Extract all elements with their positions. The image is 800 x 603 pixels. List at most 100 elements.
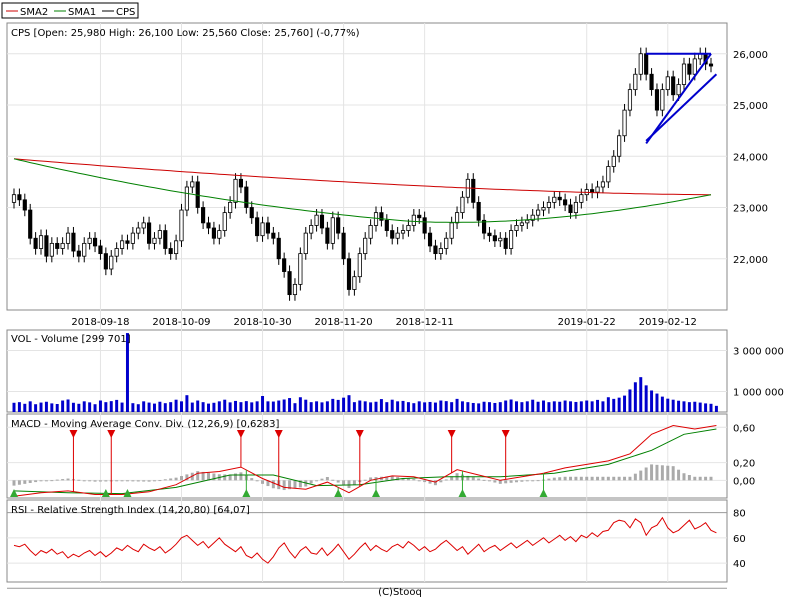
macd-histogram-bar bbox=[628, 476, 632, 481]
date-tick-label: 2018-10-30 bbox=[233, 317, 291, 328]
macd-marks bbox=[10, 424, 717, 497]
macd-histogram-bar bbox=[401, 478, 405, 481]
macd-histogram-bar bbox=[315, 480, 319, 482]
candle-body bbox=[687, 63, 692, 75]
macd-histogram-bar bbox=[201, 471, 205, 481]
sell-signal-marker bbox=[274, 430, 283, 438]
macd-histogram-bar bbox=[515, 480, 518, 483]
candle-body bbox=[282, 258, 287, 272]
macd-histogram-bar bbox=[633, 473, 637, 481]
volume-bar bbox=[93, 404, 97, 412]
macd-histogram-bar bbox=[433, 480, 437, 486]
volume-bar bbox=[655, 393, 659, 412]
volume-bar bbox=[239, 402, 243, 412]
candle-body bbox=[11, 194, 17, 203]
macd-histogram-bar bbox=[525, 480, 529, 482]
volume-tick-label: 3 000 000 bbox=[733, 347, 784, 358]
volume-bar bbox=[666, 398, 670, 412]
macd-tick-label: 0,20 bbox=[733, 459, 755, 470]
candle-body bbox=[671, 76, 676, 96]
candle-body bbox=[606, 166, 611, 183]
candle-body bbox=[622, 109, 627, 137]
volume-bar bbox=[417, 401, 421, 412]
rsi-marks bbox=[13, 516, 717, 564]
candle-body bbox=[55, 242, 60, 249]
macd-histogram-bar bbox=[471, 477, 475, 481]
macd-histogram-bar bbox=[660, 465, 664, 481]
volume-bar bbox=[98, 400, 102, 412]
macd-histogram-bar bbox=[180, 476, 183, 481]
macd-histogram-bar bbox=[623, 476, 627, 481]
macd-histogram-bar bbox=[12, 480, 16, 486]
buy-signal-marker bbox=[242, 489, 251, 497]
macd-histogram-bar bbox=[77, 479, 81, 481]
volume-bar bbox=[569, 401, 573, 412]
volume-bar bbox=[23, 403, 27, 412]
volume-bar bbox=[363, 401, 367, 412]
candle-body bbox=[184, 186, 189, 211]
candle-body bbox=[438, 248, 443, 255]
macd-histogram-bar bbox=[666, 465, 670, 481]
rsi-tick-label: 60 bbox=[733, 534, 746, 545]
candle-body bbox=[314, 214, 319, 226]
legend-cps-label: CPS bbox=[116, 7, 135, 18]
candle-body bbox=[600, 181, 606, 188]
candle-body bbox=[498, 237, 503, 242]
candle-body bbox=[179, 209, 184, 242]
macd-histogram-bar bbox=[612, 476, 616, 481]
macd-tick-label: 0,60 bbox=[733, 423, 755, 434]
candle-body bbox=[103, 253, 108, 270]
macd-histogram-bar bbox=[34, 480, 38, 483]
volume-bar bbox=[34, 404, 38, 412]
sell-signal-marker bbox=[69, 430, 78, 438]
macd-histogram-bar bbox=[596, 476, 600, 481]
macd-histogram-bar bbox=[207, 472, 210, 481]
volume-bar bbox=[261, 396, 265, 412]
macd-histogram-bar bbox=[169, 478, 173, 481]
candle-body bbox=[309, 225, 314, 234]
volume-bar bbox=[271, 401, 275, 412]
buy-signal-marker bbox=[458, 489, 467, 497]
candle-body bbox=[481, 219, 487, 234]
macd-line bbox=[13, 424, 717, 497]
macd-histogram-bar bbox=[250, 478, 254, 481]
volume-bar bbox=[358, 400, 362, 412]
candle-body bbox=[665, 76, 670, 91]
volume-bar bbox=[180, 401, 183, 412]
volume-bar bbox=[379, 399, 383, 412]
date-tick-label: 2018-12-11 bbox=[396, 317, 454, 328]
candle-body bbox=[627, 89, 633, 111]
volume-bar bbox=[633, 382, 637, 412]
candle-body bbox=[341, 232, 346, 260]
candle-body bbox=[509, 230, 514, 249]
candle-body bbox=[325, 227, 330, 244]
volume-bar bbox=[412, 403, 416, 412]
volume-bar bbox=[677, 400, 681, 412]
volume-bar bbox=[542, 400, 545, 412]
volume-bar bbox=[704, 403, 708, 412]
rsi-axis: 40 60 80 bbox=[733, 509, 746, 570]
legend-sma2-label: SMA2 bbox=[20, 7, 48, 18]
macd-histogram-bar bbox=[493, 480, 497, 483]
rsi-grid bbox=[7, 512, 727, 589]
macd-histogram-bar bbox=[82, 480, 86, 482]
candle-body bbox=[492, 235, 497, 242]
macd-histogram-bar bbox=[531, 480, 535, 482]
candle-body bbox=[352, 276, 357, 290]
volume-bar bbox=[288, 398, 292, 412]
volume-bar bbox=[50, 403, 54, 412]
volume-bar bbox=[644, 385, 648, 412]
volume-bar bbox=[612, 398, 616, 412]
macd-histogram-bar bbox=[147, 480, 151, 482]
candle-body bbox=[579, 194, 584, 203]
sell-signal-marker bbox=[501, 430, 510, 438]
candle-body bbox=[271, 232, 276, 239]
price-candles bbox=[11, 47, 714, 301]
candle-body bbox=[87, 237, 92, 244]
sell-signal-marker bbox=[236, 430, 245, 438]
macd-histogram-bar bbox=[196, 471, 200, 481]
macd-histogram-bar bbox=[590, 476, 594, 481]
volume-bar bbox=[142, 401, 146, 412]
buy-signal-marker bbox=[539, 489, 548, 497]
